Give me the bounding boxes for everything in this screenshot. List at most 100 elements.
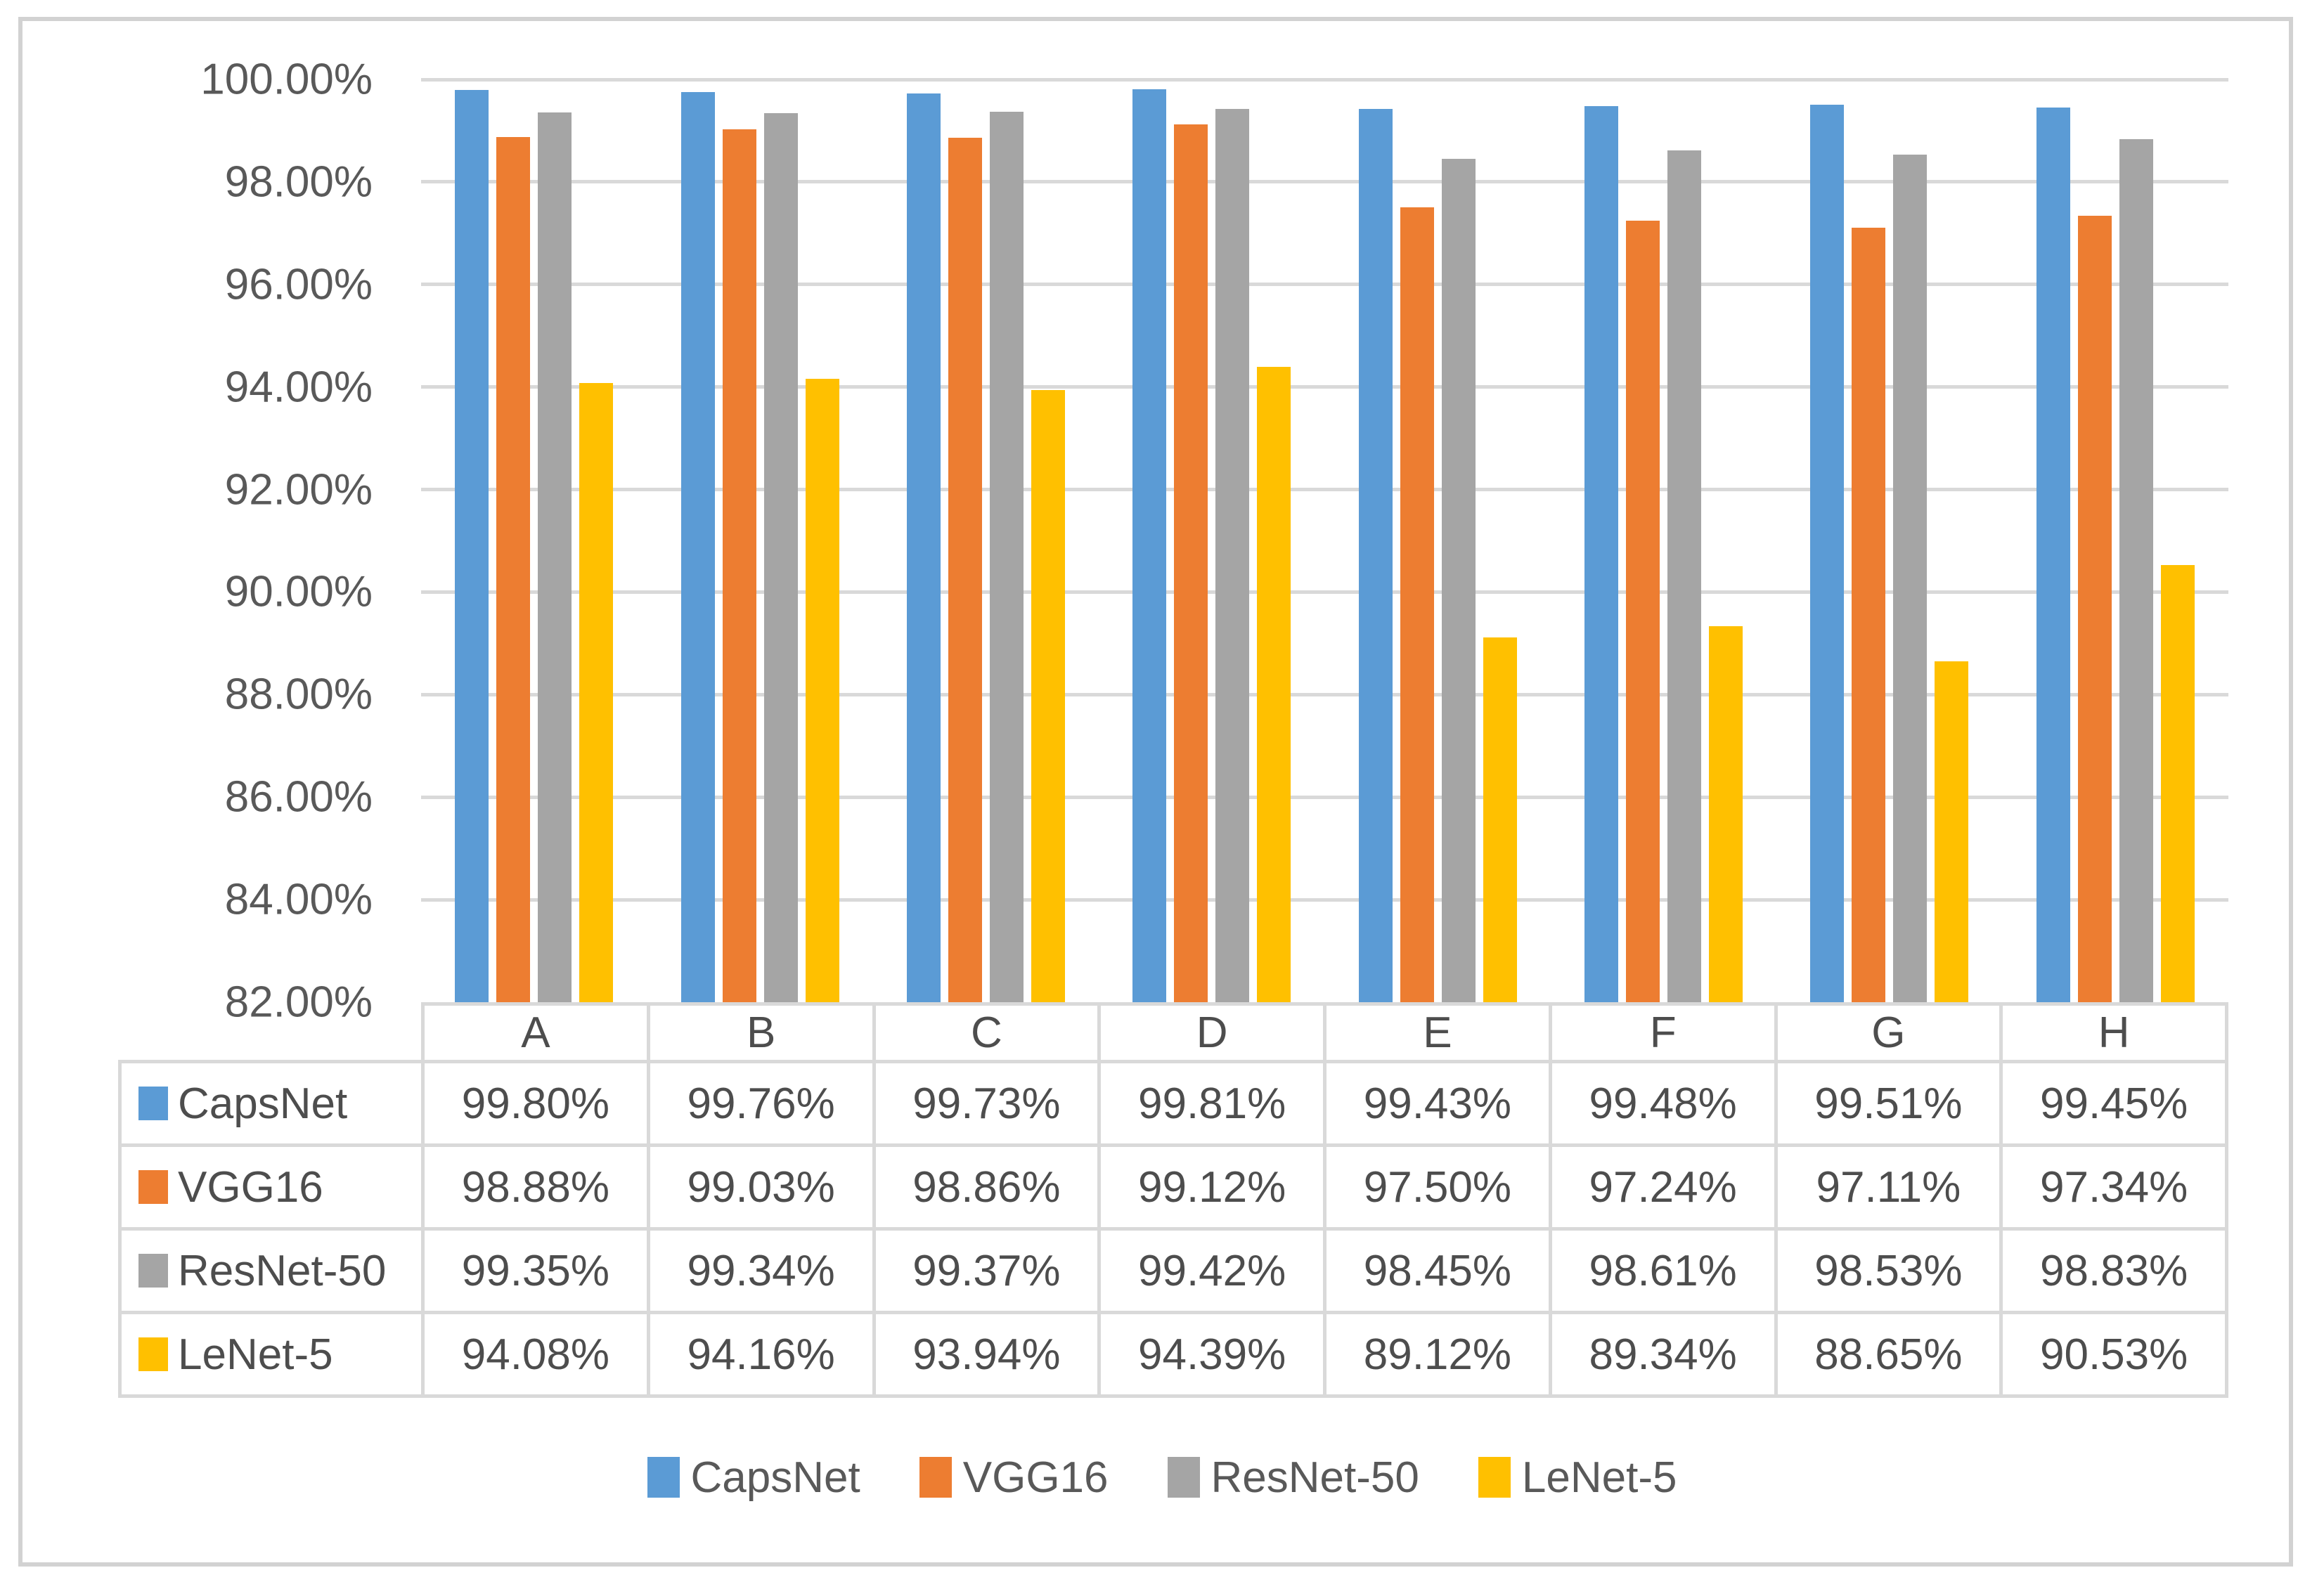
table-cell-capsnet-b: 99.76%: [650, 1063, 872, 1143]
bar-vgg16-d: [1174, 124, 1208, 1002]
table-cell-vgg16-h: 97.34%: [2003, 1147, 2225, 1227]
gridline: [421, 897, 2228, 902]
bar-group-h: [2003, 79, 2228, 1002]
capsnet-swatch-icon: [138, 1087, 168, 1120]
table-cell-vgg16-c: 98.86%: [875, 1147, 1098, 1227]
bar-lenet-5-h: [2160, 564, 2195, 1002]
bar-vgg16-h: [2077, 216, 2112, 1002]
table-cell-capsnet-e: 99.43%: [1326, 1063, 1549, 1143]
table-cell-resnet-50-e: 98.45%: [1326, 1231, 1549, 1311]
category-header-cell-g: G: [1777, 1006, 2000, 1060]
bar-resnet-50-h: [2119, 139, 2153, 1002]
legend-vgg16-swatch-icon: [919, 1457, 952, 1498]
bar-group-f: [1551, 79, 1776, 1002]
series-name-label-lenet-5: LeNet-5: [178, 1330, 333, 1379]
table-cell-capsnet-d: 99.81%: [1101, 1063, 1323, 1143]
bar-group-d: [1099, 79, 1324, 1002]
bar-capsnet-h: [2036, 108, 2070, 1002]
category-header-cell-b: B: [650, 1006, 872, 1060]
bar-lenet-5-a: [579, 382, 614, 1002]
table-cell-resnet-50-f: 98.61%: [1551, 1231, 1774, 1311]
y-axis-tick-label: 86.00%: [224, 772, 373, 822]
bar-resnet-50-d: [1215, 109, 1250, 1002]
table-cell-vgg16-d: 99.12%: [1101, 1147, 1323, 1227]
bar-resnet-50-b: [763, 113, 798, 1002]
legend-lenet-5-swatch-icon: [1478, 1457, 1511, 1498]
gridline: [421, 385, 2228, 389]
table-cell-capsnet-g: 99.51%: [1777, 1063, 2000, 1143]
vgg16-swatch-icon: [138, 1170, 168, 1204]
table-cell-vgg16-f: 97.24%: [1551, 1147, 1774, 1227]
y-axis-tick-label: 82.00%: [224, 978, 373, 1027]
bar-vgg16-e: [1400, 207, 1434, 1002]
y-axis-tick-label: 88.00%: [224, 670, 373, 719]
category-header-cell-h: H: [2003, 1006, 2225, 1060]
table-cell-lenet-5-e: 89.12%: [1326, 1314, 1549, 1394]
bar-resnet-50-e: [1441, 159, 1476, 1002]
table-cell-resnet-50-h: 98.83%: [2003, 1231, 2225, 1311]
bar-group-c: [873, 79, 1099, 1002]
bar-capsnet-g: [1810, 104, 1845, 1002]
legend-item-lenet-5: LeNet-5: [1478, 1453, 1677, 1503]
bar-vgg16-g: [1852, 227, 1886, 1002]
bar-capsnet-e: [1358, 108, 1393, 1002]
bar-group-e: [1325, 79, 1551, 1002]
table-cell-capsnet-a: 99.80%: [425, 1063, 647, 1143]
table-cell-lenet-5-g: 88.65%: [1777, 1314, 2000, 1394]
category-header-cell-e: E: [1326, 1006, 1549, 1060]
legend-label-lenet-5: LeNet-5: [1521, 1453, 1677, 1502]
gridline: [421, 77, 2228, 82]
bar-group-g: [1776, 79, 2002, 1002]
legend-item-resnet-50: ResNet-50: [1167, 1453, 1419, 1503]
bar-group-a: [421, 79, 647, 1002]
table-cell-lenet-5-c: 93.94%: [875, 1314, 1098, 1394]
table-cell-capsnet-h: 99.45%: [2003, 1063, 2225, 1143]
bar-capsnet-b: [680, 91, 715, 1002]
y-axis-tick-label: 96.00%: [224, 260, 373, 309]
legend-resnet-50-swatch-icon: [1167, 1457, 1200, 1498]
category-header-cell-c: C: [875, 1006, 1098, 1060]
category-header-cell-f: F: [1551, 1006, 1774, 1060]
gridline: [421, 590, 2228, 594]
bar-lenet-5-d: [1257, 367, 1291, 1002]
table-cell-resnet-50-c: 99.37%: [875, 1231, 1098, 1311]
table-cell-vgg16-a: 98.88%: [425, 1147, 647, 1227]
table-cell-lenet-5-b: 94.16%: [650, 1314, 872, 1394]
bar-lenet-5-c: [1031, 390, 1065, 1002]
chart-legend: CapsNet VGG16 ResNet-50 LeNet-5: [0, 1435, 2324, 1519]
gridline: [421, 283, 2228, 287]
legend-capsnet-swatch-icon: [647, 1457, 680, 1498]
series-name-label-vgg16: VGG16: [178, 1162, 323, 1212]
bar-resnet-50-g: [1893, 155, 1928, 1002]
table-cell-capsnet-f: 99.48%: [1551, 1063, 1774, 1143]
y-axis-tick-label: 92.00%: [224, 465, 373, 514]
bar-capsnet-d: [1132, 89, 1167, 1002]
gridline: [421, 180, 2228, 184]
table-cell-vgg16-g: 97.11%: [1777, 1147, 2000, 1227]
legend-item-vgg16: VGG16: [919, 1453, 1109, 1503]
figure-frame: [18, 17, 2293, 1567]
y-axis-tick-label: 90.00%: [224, 567, 373, 616]
bar-lenet-5-g: [1935, 661, 1969, 1002]
table-cell-resnet-50-d: 99.42%: [1101, 1231, 1323, 1311]
row-header-lenet-5: LeNet-5: [122, 1314, 421, 1394]
row-header-capsnet: CapsNet: [122, 1063, 421, 1143]
row-header-vgg16: VGG16: [122, 1147, 421, 1227]
series-name-label-capsnet: CapsNet: [178, 1079, 348, 1128]
bar-capsnet-a: [455, 89, 489, 1002]
plot-area: [421, 77, 2228, 1002]
table-cell-resnet-50-a: 99.35%: [425, 1231, 647, 1311]
bar-vgg16-c: [948, 138, 982, 1002]
bar-resnet-50-c: [989, 111, 1024, 1002]
table-cell-lenet-5-f: 89.34%: [1551, 1314, 1774, 1394]
bar-capsnet-c: [906, 93, 941, 1002]
bar-vgg16-f: [1626, 221, 1660, 1002]
bar-lenet-5-e: [1483, 637, 1517, 1002]
table-cell-vgg16-e: 97.50%: [1326, 1147, 1549, 1227]
y-axis-tick-label: 94.00%: [224, 363, 373, 412]
resnet-50-swatch-icon: [138, 1254, 168, 1288]
table-cell-lenet-5-a: 94.08%: [425, 1314, 647, 1394]
